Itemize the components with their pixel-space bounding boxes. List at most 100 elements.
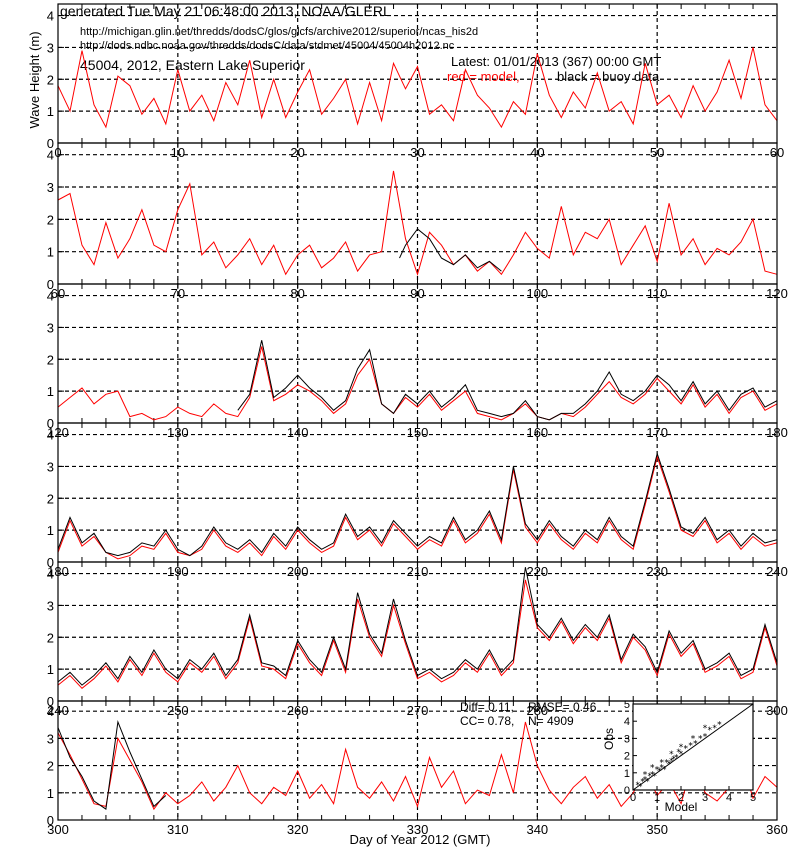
y-tick-label: 1 xyxy=(47,245,54,260)
y-tick-label: 3 xyxy=(47,598,54,613)
scatter-point: * xyxy=(650,764,655,774)
y-tick-label: 1 xyxy=(47,104,54,119)
y-tick-label: 3 xyxy=(47,180,54,195)
y-tick-label: 2 xyxy=(47,72,54,87)
scatter-point: * xyxy=(691,734,696,744)
scatter-point: * xyxy=(693,740,698,750)
stat-rmse: RMSE= 0.46 xyxy=(528,700,597,714)
y-tick-label: 4 xyxy=(47,567,54,582)
model-series-line xyxy=(57,346,778,421)
y-tick-label: 4 xyxy=(47,704,54,719)
y-tick-label: 4 xyxy=(47,428,54,443)
buoy-series-line xyxy=(57,567,778,686)
scatter-point: * xyxy=(667,760,672,770)
y-tick-label: 1 xyxy=(47,523,54,538)
inset-y-tick-label: 0 xyxy=(624,785,630,797)
inset-y-tick-label: 3 xyxy=(624,733,630,745)
y-tick-label: 0 xyxy=(47,813,54,828)
model-series-line xyxy=(57,579,778,689)
inset-x-tick-label: 5 xyxy=(750,792,756,804)
x-tick-label: 300 xyxy=(47,822,69,837)
y-tick-label: 4 xyxy=(47,148,54,163)
x-tick-label: 350 xyxy=(646,822,668,837)
scatter-point: * xyxy=(669,757,674,767)
y-tick-label: 0 xyxy=(47,277,54,292)
y-tick-label: 4 xyxy=(47,9,54,24)
scatter-point: * xyxy=(703,724,708,734)
x-tick-label: 310 xyxy=(167,822,189,837)
buoy-series-line xyxy=(237,340,778,421)
inset-y-tick-label: 4 xyxy=(624,716,630,728)
scatter-point: * xyxy=(645,777,650,787)
scatter-point: * xyxy=(674,753,679,763)
scatter-point: * xyxy=(657,767,662,777)
scatter-point: * xyxy=(636,781,641,791)
buoy-series-line xyxy=(399,228,502,272)
x-tick-label: 330 xyxy=(407,822,429,837)
y-tick-label: 4 xyxy=(47,289,54,304)
scatter-point: * xyxy=(660,758,665,768)
scatter-point: * xyxy=(672,755,677,765)
y-tick-label: 1 xyxy=(47,786,54,801)
x-axis-label: Day of Year 2012 (GMT) xyxy=(350,832,491,847)
scatter-point: * xyxy=(638,783,643,793)
inset-x-tick-label: 3 xyxy=(702,792,708,804)
scatter-point: * xyxy=(684,745,689,755)
y-tick-label: 2 xyxy=(47,491,54,506)
y-tick-label: 0 xyxy=(47,694,54,709)
model-url: http://michigan.glin.net/thredds/dodsC/g… xyxy=(80,26,478,38)
inset-x-tick-label: 1 xyxy=(654,792,660,804)
scatter-point: * xyxy=(712,724,717,734)
x-tick-label: 360 xyxy=(766,822,788,837)
scatter-point: * xyxy=(643,771,648,781)
scatter-point: * xyxy=(669,750,674,760)
inset-y-tick-label: 1 xyxy=(624,768,630,780)
stat-cc: CC= 0.78, xyxy=(460,714,514,728)
x-tick-label: 340 xyxy=(526,822,548,837)
inset-x-tick-label: 4 xyxy=(726,792,732,804)
stat-n: N= 4909 xyxy=(528,714,574,728)
scatter-inset: ******************** * ** ** * ********0 1 2 3 4 5… xyxy=(602,699,756,814)
scatter-point: * xyxy=(679,750,684,760)
scatter-point: * xyxy=(698,734,703,744)
inset-x-tick-label: 2 xyxy=(678,792,684,804)
buoy-series-line xyxy=(57,451,778,557)
x-tick-label: 320 xyxy=(287,822,309,837)
model-series-line xyxy=(57,455,778,560)
y-tick-label: 0 xyxy=(47,555,54,570)
scatter-point: * xyxy=(664,758,669,768)
buoy-series-line xyxy=(57,720,167,810)
scatter-point: * xyxy=(688,741,693,751)
scatter-point: * xyxy=(679,743,684,753)
y-tick-label: 1 xyxy=(47,384,54,399)
scatter-point: * xyxy=(643,776,648,786)
scatter-point: * xyxy=(652,772,657,782)
panel-frame xyxy=(57,283,778,424)
one-to-one-line xyxy=(632,703,754,791)
y-tick-label: 2 xyxy=(47,630,54,645)
y-tick-label: 2 xyxy=(47,759,54,774)
inset-y-label: Obs xyxy=(602,728,616,750)
y-tick-label: 3 xyxy=(47,320,54,335)
model-series-line xyxy=(57,47,778,129)
stats-box: Diff= 0.11, RMSE= 0.46 CC= 0.78, N= 4909 xyxy=(460,700,597,728)
scatter-point: * xyxy=(676,748,681,758)
y-tick-label: 1 xyxy=(47,662,54,677)
inset-y-tick-label: 2 xyxy=(624,751,630,763)
y-tick-label: 2 xyxy=(47,212,54,227)
scatter-point: * xyxy=(640,777,645,787)
y-tick-label: 3 xyxy=(47,731,54,746)
y-tick-label: 2 xyxy=(47,352,54,367)
legend-buoy: black = buoy data xyxy=(557,69,660,84)
y-axis-label: Wave Height (m) xyxy=(27,31,42,128)
inset-y-tick-label: 5 xyxy=(624,699,630,711)
scatter-point: * xyxy=(717,721,722,731)
scatter-point: * xyxy=(650,771,655,781)
y-tick-label: 0 xyxy=(47,136,54,151)
